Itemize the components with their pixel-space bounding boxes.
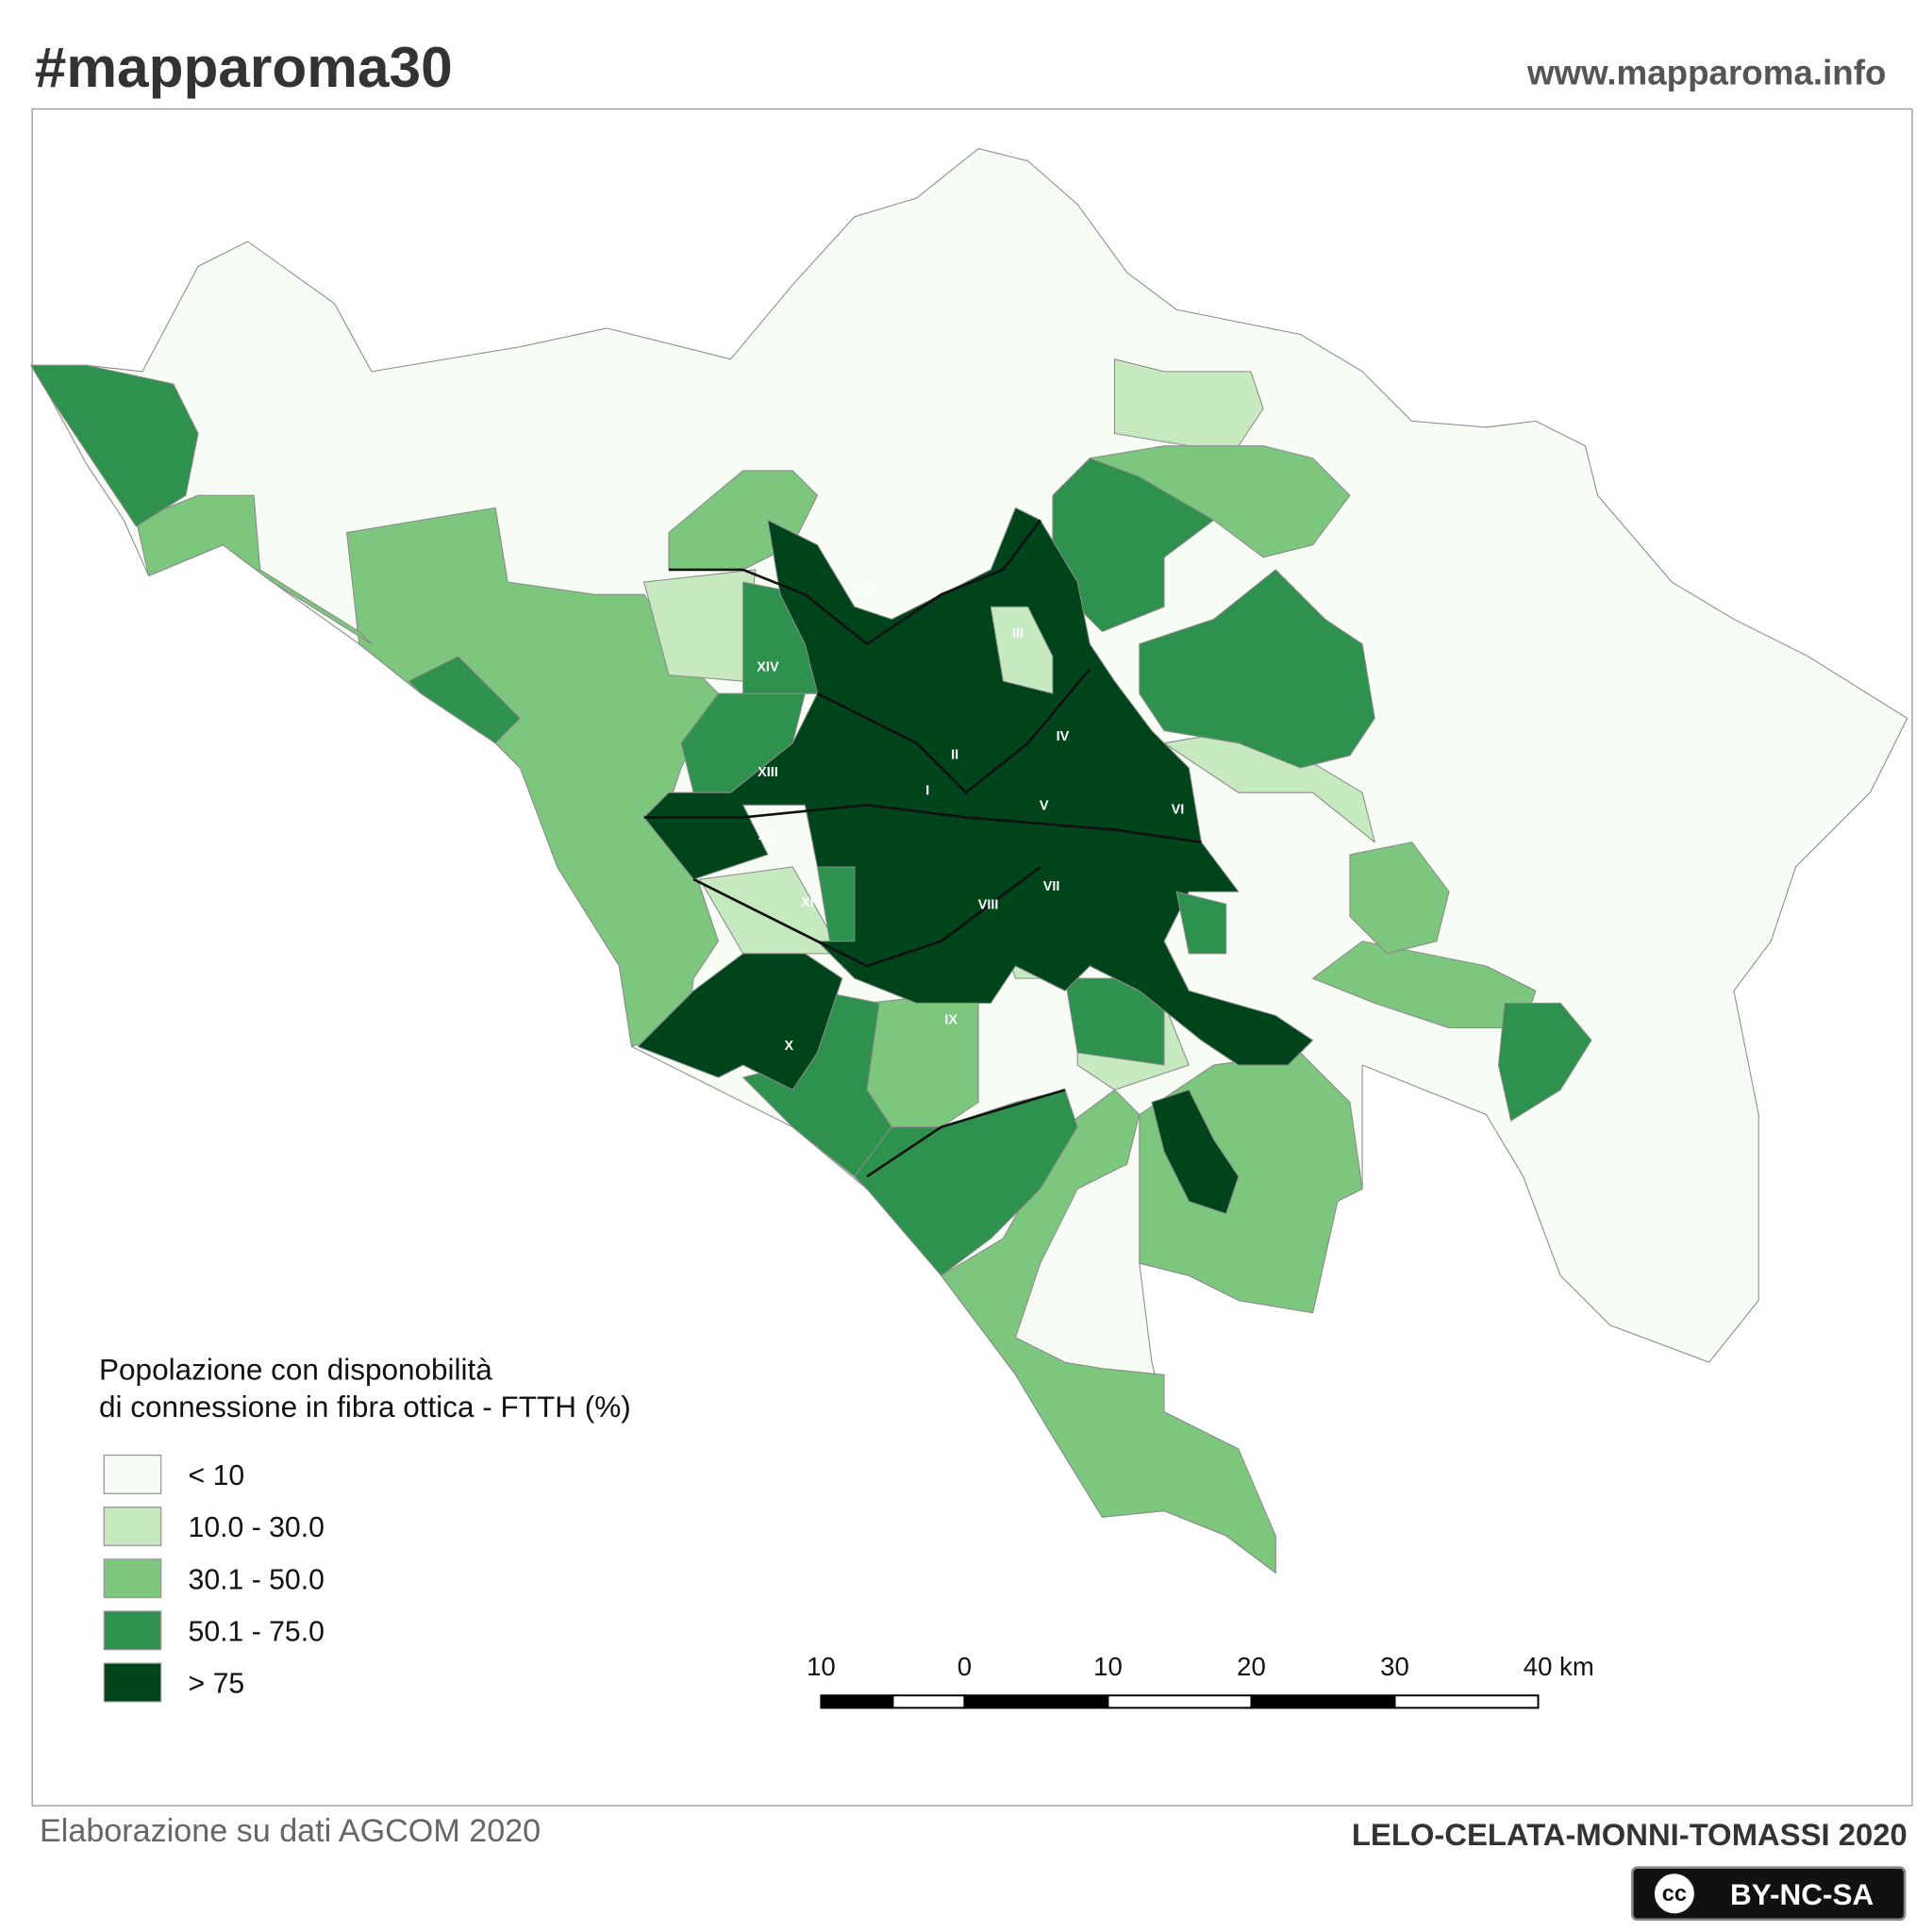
municipio-label: V <box>1040 798 1049 813</box>
scale-segment <box>820 1694 894 1709</box>
region <box>854 1089 1078 1276</box>
municipio-label: X <box>784 1039 793 1054</box>
municipio-label: VI <box>1172 802 1185 817</box>
source: Elaborazione su dati AGCOM 2020 <box>40 1813 541 1849</box>
region <box>1497 1002 1592 1122</box>
legend-swatch <box>103 1558 162 1599</box>
region <box>990 606 1054 694</box>
region <box>1151 1089 1240 1215</box>
scale-segment <box>963 1694 1109 1709</box>
municipio-label: XII <box>758 828 775 843</box>
license: BY-NC-SA <box>1730 1877 1874 1911</box>
municipio-label: III <box>1012 626 1024 641</box>
scale-label: 20 <box>1237 1652 1266 1681</box>
map-regions <box>30 148 1908 1574</box>
municipio-label: II <box>951 748 958 763</box>
cc-icon-text: cc <box>1662 1882 1687 1907</box>
scale-segment <box>1393 1694 1540 1709</box>
scale-label: 10 <box>1093 1652 1123 1681</box>
scale-label: 10 <box>807 1652 836 1681</box>
municipio-label: XIV <box>757 659 779 675</box>
municipio-label: I <box>925 784 929 799</box>
legend-swatch <box>103 1507 162 1547</box>
municipio-label: XI <box>801 895 814 910</box>
region <box>1139 569 1375 769</box>
legend: < 10 10.0 - 30.0 30.1 - 50.0 50.1 - 75.0 > 7… <box>103 1454 325 1703</box>
scale-bar: 10 0 10 20 30 40 km <box>807 1652 1594 1709</box>
region <box>1349 841 1450 955</box>
scale-label: 30 <box>1380 1652 1409 1681</box>
scale-segment <box>1250 1694 1396 1709</box>
region <box>1114 358 1264 447</box>
legend-label: 30.1 - 50.0 <box>189 1564 325 1595</box>
region <box>643 507 1314 1066</box>
legend-swatch <box>103 1610 162 1651</box>
region <box>30 364 199 527</box>
municipio-label: IX <box>944 1013 958 1028</box>
municipi-borders <box>643 519 1202 1178</box>
municipio-label: IV <box>1057 729 1070 744</box>
cc-icon <box>1652 1871 1697 1916</box>
region <box>408 656 521 744</box>
legend-title: Popolazione con disponobilità <box>99 1352 492 1386</box>
website: www.mapparoma.info <box>1526 53 1886 92</box>
legend-label: < 10 <box>189 1460 245 1491</box>
title: #mapparoma30 <box>35 35 453 99</box>
scale-label: 0 <box>958 1652 972 1681</box>
municipio-label: VIII <box>978 897 999 912</box>
region <box>637 953 843 1091</box>
region <box>1064 977 1165 1066</box>
legend-swatch <box>103 1454 162 1494</box>
municipio-label: VII <box>1043 879 1060 894</box>
region <box>346 507 719 1047</box>
legend-label: 50.1 - 75.0 <box>189 1616 325 1647</box>
region <box>135 494 373 645</box>
legend-swatch <box>103 1662 162 1703</box>
scale-label: 40 km <box>1524 1652 1594 1681</box>
legend-label: 10.0 - 30.0 <box>189 1512 325 1543</box>
scale-segment <box>891 1694 966 1709</box>
authors: LELO-CELATA-MONNI-TOMASSI 2020 <box>1352 1817 1907 1852</box>
scale-segment <box>1107 1694 1253 1709</box>
region <box>1175 891 1227 955</box>
legend-title: di connessione in fibra ottica - FTTH (%… <box>99 1390 631 1424</box>
region <box>816 866 856 942</box>
municipio-label: XIII <box>758 765 778 780</box>
license-badge <box>1630 1866 1907 1922</box>
municipio-label: XV <box>854 583 873 598</box>
region <box>941 1089 1276 1574</box>
legend-label: > 75 <box>189 1669 245 1700</box>
region <box>866 990 979 1128</box>
